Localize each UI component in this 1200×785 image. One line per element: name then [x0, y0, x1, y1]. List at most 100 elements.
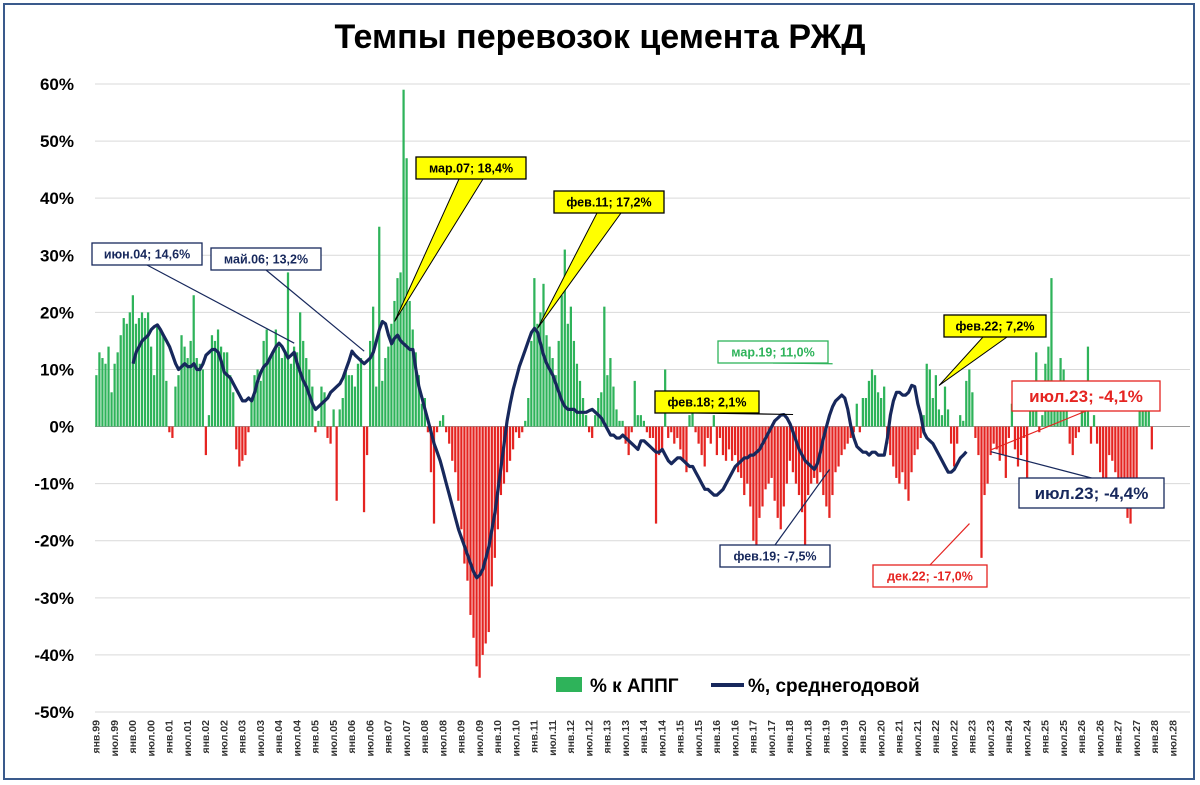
bar [484, 426, 487, 644]
bar [454, 426, 457, 473]
bar [143, 318, 147, 427]
legend: % к АППГ %, среднегодовой [556, 676, 920, 697]
bar [435, 426, 439, 433]
bar [323, 392, 326, 427]
bar [539, 312, 542, 427]
y-tick-label: 30% [40, 246, 74, 265]
bar [849, 426, 852, 438]
x-tick-label: июл.25 [1058, 720, 1070, 757]
bar [505, 426, 509, 473]
callout-pointer [537, 212, 622, 329]
y-tick-label: 60% [40, 75, 74, 94]
bar [791, 426, 795, 473]
bar [813, 426, 816, 478]
bar [496, 426, 499, 530]
bar [545, 335, 548, 427]
callout-pointer [265, 269, 365, 352]
annotation-callout: фев.18; 2,1% [654, 390, 794, 416]
bar [645, 426, 649, 433]
bar [296, 352, 299, 427]
annotation-callout: дек.22; -17,0% [872, 523, 988, 588]
bar [277, 346, 280, 427]
average-line [131, 319, 968, 580]
bar [362, 426, 366, 513]
callout-label: мар.19; 11,0% [731, 346, 814, 360]
bar [706, 426, 709, 438]
bar [837, 426, 840, 467]
bar [867, 380, 871, 427]
bar [533, 278, 536, 427]
bar [1111, 426, 1114, 461]
bar [508, 426, 512, 461]
bar [630, 426, 633, 433]
bar [855, 403, 858, 427]
bar [177, 375, 180, 427]
bar [192, 295, 195, 427]
bar [1007, 426, 1010, 438]
y-tick-label: 40% [40, 189, 74, 208]
bar [150, 346, 153, 427]
bar [232, 392, 235, 427]
bar [758, 426, 761, 518]
bar [332, 409, 335, 427]
bar [861, 398, 864, 427]
x-tick-label: июл.00 [145, 720, 157, 757]
bar [989, 426, 992, 456]
bar [475, 426, 478, 667]
bar [749, 426, 752, 507]
chart-title: Темпы перевозок цемента РЖД [334, 18, 866, 56]
bar [554, 375, 557, 427]
x-tick-label: июл.01 [182, 720, 194, 757]
y-axis: 60% 50% 40% 30% 20% 10% 0% -10% -20% -30% -40% -50% [34, 75, 74, 722]
bar [116, 352, 119, 427]
annotation-callout: июл.23; -4,1% [990, 380, 1161, 451]
bar [977, 426, 980, 456]
bar [125, 323, 128, 427]
bar [898, 426, 901, 484]
callout-label: июл.23; -4,1% [1029, 387, 1143, 406]
bar [1065, 403, 1068, 427]
bar [515, 426, 518, 433]
bar [840, 426, 843, 456]
bar [873, 375, 877, 427]
y-tick-label: 0% [49, 418, 74, 437]
bar [1074, 426, 1077, 438]
bar [219, 346, 223, 427]
bar [770, 426, 773, 478]
bar [381, 380, 384, 427]
bar [156, 323, 159, 427]
bar [730, 426, 734, 461]
bar [737, 426, 740, 473]
bar [697, 426, 700, 444]
bar [162, 335, 165, 427]
bar [642, 420, 645, 427]
bar [584, 415, 588, 427]
x-tick-label: июл.11 [547, 720, 559, 756]
x-tick-label: янв.13 [602, 720, 614, 754]
bar [937, 409, 941, 427]
bar [180, 335, 183, 427]
x-tick-label: июл.10 [510, 720, 522, 757]
bar [721, 426, 725, 456]
bar [259, 380, 262, 427]
bar [1041, 415, 1044, 427]
bar [250, 398, 253, 427]
callout-box [717, 340, 829, 364]
x-axis: янв.99 июл.99 янв.00 июл.00 янв.01 июл.01 янв.… [91, 720, 1180, 757]
bar [1147, 403, 1150, 427]
bar [712, 415, 715, 427]
callout-box [553, 190, 665, 214]
bar [210, 335, 214, 427]
bar [825, 426, 828, 507]
bar [870, 369, 874, 427]
x-tick-label: янв.08 [419, 720, 431, 754]
bar [883, 386, 886, 427]
callout-box [91, 242, 203, 266]
bar [487, 426, 490, 633]
bar [1080, 403, 1083, 427]
bar [235, 426, 238, 450]
bar [314, 426, 317, 433]
y-tick-label: 50% [40, 132, 74, 151]
bar [341, 398, 344, 427]
